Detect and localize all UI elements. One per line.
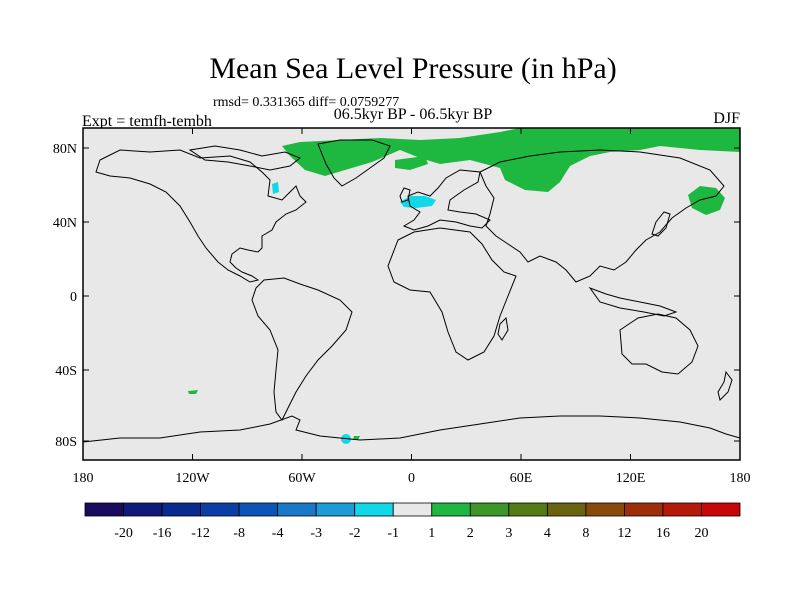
lon-tick-label: 120E <box>616 471 646 486</box>
colorbar-swatch <box>431 502 471 517</box>
colorbar-label: -16 <box>153 526 172 541</box>
colorbar-label: -1 <box>387 526 399 541</box>
colorbar-label: 1 <box>428 526 435 541</box>
longitude-axis: 180 120W 60W 0 60E 120E 180 <box>73 128 751 486</box>
stats-line: rmsd= 0.331365 diff= 0.0759277 <box>213 95 400 110</box>
coastline-asia <box>479 149 725 283</box>
colorbar-swatch <box>662 502 702 517</box>
colorbar-swatch <box>84 502 124 517</box>
colorbar-label: 4 <box>544 526 551 541</box>
colorbar: -20 -16 -12 -8 -4 -3 -2 -1 1 2 3 4 8 12 16 20 <box>84 502 741 541</box>
lat-tick-label: 80N <box>53 142 77 157</box>
colorbar-label: -4 <box>272 526 284 541</box>
lat-tick-label: 80S <box>55 435 77 450</box>
colorbar-label: 16 <box>656 526 670 541</box>
lon-tick-label: 60W <box>288 471 316 486</box>
colorbar-swatch <box>469 502 510 517</box>
lon-tick-label: 60E <box>510 471 533 486</box>
coastline-arctic-islands <box>188 145 301 171</box>
coastline-europe <box>402 169 491 231</box>
colorbar-label: 8 <box>582 526 589 541</box>
colorbar-swatch <box>546 502 587 517</box>
colorbar-swatch <box>200 502 240 517</box>
colorbar-swatch <box>624 502 664 517</box>
coastline-antarctica <box>83 415 740 443</box>
coastline-japan <box>651 211 671 237</box>
anomaly-hudson-cyan <box>272 182 279 194</box>
coastlines <box>83 139 740 443</box>
colorbar-swatch <box>508 502 548 517</box>
colorbar-label: 3 <box>505 526 512 541</box>
colorbar-label: -2 <box>349 526 361 541</box>
colorbar-label: -12 <box>191 526 210 541</box>
coastline-greenland <box>317 139 391 187</box>
colorbar-swatch <box>701 502 741 517</box>
lat-tick-label: 0 <box>70 290 77 305</box>
colorbar-label: -8 <box>233 526 245 541</box>
colorbar-swatch <box>123 502 163 517</box>
latitude-axis: 80N 40N 0 40S 80S <box>53 142 740 450</box>
colorbar-label: 12 <box>617 526 631 541</box>
anomaly-pacific-green <box>688 186 725 215</box>
coastline-north-america <box>95 149 307 283</box>
lat-tick-label: 40S <box>55 364 77 379</box>
coastline-madagascar <box>497 316 509 341</box>
colorbar-label: 2 <box>467 526 474 541</box>
coastline-australia <box>619 313 699 375</box>
season-label: DJF <box>713 110 740 127</box>
colorbar-label: -20 <box>114 526 133 541</box>
colorbar-label: 20 <box>694 526 708 541</box>
coastline-south-america <box>251 277 353 421</box>
map-background <box>83 128 740 460</box>
colorbar-swatch <box>354 502 394 517</box>
plot-title: Mean Sea Level Pressure (in hPa) <box>209 52 617 85</box>
lat-tick-label: 40N <box>53 216 77 231</box>
lon-tick-label: 180 <box>73 471 94 486</box>
anomaly-arctic-green <box>395 156 428 170</box>
colorbar-swatch <box>238 502 279 517</box>
lon-tick-label: 180 <box>730 471 751 486</box>
colorbar-swatch <box>392 502 433 517</box>
anomaly-southpacific-green <box>188 390 198 394</box>
coastline-indonesia <box>588 286 678 317</box>
colorbar-swatch <box>585 502 625 517</box>
coastline-uk <box>399 187 411 203</box>
coastline-new-zealand <box>717 370 733 401</box>
coastline-africa <box>387 227 517 361</box>
lon-tick-label: 0 <box>408 471 415 486</box>
colorbar-swatch <box>161 502 201 517</box>
colorbar-label: -3 <box>310 526 322 541</box>
experiment-label: Expt = temfh-tembh <box>82 113 212 130</box>
colorbar-swatch <box>277 502 317 517</box>
lon-tick-label: 120W <box>175 471 210 486</box>
plot-subtitle: 06.5kyr BP - 06.5kyr BP <box>333 106 493 123</box>
colorbar-swatch <box>315 502 356 517</box>
